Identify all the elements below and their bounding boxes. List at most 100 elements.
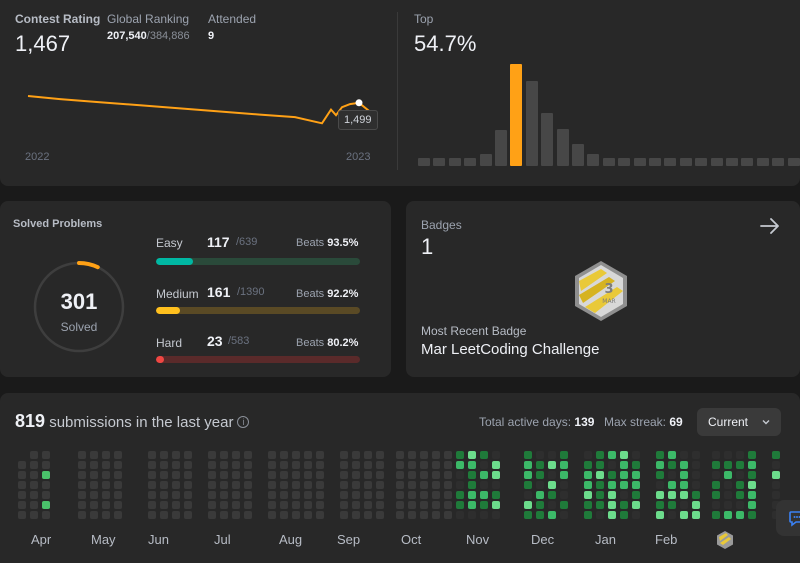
heatmap-cell[interactable] xyxy=(304,481,312,489)
heatmap-cell[interactable] xyxy=(18,491,26,499)
heatmap-cell[interactable] xyxy=(772,491,780,499)
heatmap-cell[interactable] xyxy=(90,491,98,499)
heatmap-cell[interactable] xyxy=(78,481,86,489)
heatmap-cell[interactable] xyxy=(444,501,452,509)
heatmap-cell[interactable] xyxy=(524,471,532,479)
heatmap-cell[interactable] xyxy=(78,501,86,509)
heatmap-cell[interactable] xyxy=(656,481,664,489)
heatmap-cell[interactable] xyxy=(42,471,50,479)
heatmap-cell[interactable] xyxy=(232,471,240,479)
heatmap-cell[interactable] xyxy=(114,501,122,509)
heatmap-cell[interactable] xyxy=(408,491,416,499)
heatmap-cell[interactable] xyxy=(608,511,616,519)
heatmap-cell[interactable] xyxy=(376,451,384,459)
heatmap-cell[interactable] xyxy=(680,451,688,459)
heatmap-cell[interactable] xyxy=(364,471,372,479)
heatmap-cell[interactable] xyxy=(692,451,700,459)
heatmap-cell[interactable] xyxy=(548,511,556,519)
heatmap-cell[interactable] xyxy=(608,451,616,459)
heatmap-cell[interactable] xyxy=(680,481,688,489)
heatmap-cell[interactable] xyxy=(408,481,416,489)
heatmap-cell[interactable] xyxy=(244,511,252,519)
heatmap-cell[interactable] xyxy=(432,481,440,489)
heatmap-cell[interactable] xyxy=(352,501,360,509)
heatmap-cell[interactable] xyxy=(148,491,156,499)
heatmap-cell[interactable] xyxy=(148,501,156,509)
heatmap-cell[interactable] xyxy=(668,491,676,499)
heatmap-cell[interactable] xyxy=(90,471,98,479)
heatmap-cell[interactable] xyxy=(268,501,276,509)
heatmap-cell[interactable] xyxy=(396,451,404,459)
heatmap-cell[interactable] xyxy=(444,471,452,479)
heatmap-cell[interactable] xyxy=(232,451,240,459)
heatmap-cell[interactable] xyxy=(376,461,384,469)
heatmap-cell[interactable] xyxy=(42,451,50,459)
heatmap-cell[interactable] xyxy=(524,481,532,489)
heatmap-cell[interactable] xyxy=(364,451,372,459)
heatmap-cell[interactable] xyxy=(304,511,312,519)
heatmap-cell[interactable] xyxy=(420,471,428,479)
heatmap-cell[interactable] xyxy=(364,461,372,469)
heatmap-cell[interactable] xyxy=(30,451,38,459)
heatmap-cell[interactable] xyxy=(184,511,192,519)
heatmap-cell[interactable] xyxy=(184,491,192,499)
heatmap-cell[interactable] xyxy=(30,471,38,479)
heatmap-cell[interactable] xyxy=(668,451,676,459)
heatmap-cell[interactable] xyxy=(42,491,50,499)
heatmap-cell[interactable] xyxy=(102,461,110,469)
heatmap-cell[interactable] xyxy=(632,471,640,479)
heatmap-cell[interactable] xyxy=(148,451,156,459)
heatmap-cell[interactable] xyxy=(584,491,592,499)
heatmap-cell[interactable] xyxy=(560,501,568,509)
heatmap-cell[interactable] xyxy=(536,481,544,489)
heatmap-cell[interactable] xyxy=(524,501,532,509)
heatmap-cell[interactable] xyxy=(456,451,464,459)
heatmap-cell[interactable] xyxy=(480,471,488,479)
heatmap-cell[interactable] xyxy=(208,461,216,469)
heatmap-cell[interactable] xyxy=(376,471,384,479)
heatmap-cell[interactable] xyxy=(620,461,628,469)
heatmap-cell[interactable] xyxy=(102,471,110,479)
heatmap-cell[interactable] xyxy=(736,451,744,459)
heatmap-cell[interactable] xyxy=(220,461,228,469)
heatmap-cell[interactable] xyxy=(268,471,276,479)
heatmap-cell[interactable] xyxy=(18,471,26,479)
heatmap-cell[interactable] xyxy=(340,471,348,479)
heatmap-cell[interactable] xyxy=(102,491,110,499)
heatmap-cell[interactable] xyxy=(340,491,348,499)
heatmap-cell[interactable] xyxy=(596,471,604,479)
heatmap-cell[interactable] xyxy=(536,511,544,519)
heatmap-cell[interactable] xyxy=(280,451,288,459)
heatmap-cell[interactable] xyxy=(30,491,38,499)
heatmap-cell[interactable] xyxy=(536,471,544,479)
heatmap-cell[interactable] xyxy=(444,461,452,469)
heatmap-cell[interactable] xyxy=(102,451,110,459)
heatmap-cell[interactable] xyxy=(292,451,300,459)
heatmap-cell[interactable] xyxy=(340,511,348,519)
heatmap-cell[interactable] xyxy=(772,471,780,479)
heatmap-cell[interactable] xyxy=(292,491,300,499)
heatmap-cell[interactable] xyxy=(220,481,228,489)
heatmap-cell[interactable] xyxy=(548,501,556,509)
heatmap-cell[interactable] xyxy=(102,511,110,519)
heatmap-cell[interactable] xyxy=(292,481,300,489)
heatmap-cell[interactable] xyxy=(160,451,168,459)
heatmap-cell[interactable] xyxy=(30,511,38,519)
heatmap-cell[interactable] xyxy=(268,481,276,489)
heatmap-cell[interactable] xyxy=(492,491,500,499)
heatmap-cell[interactable] xyxy=(692,511,700,519)
heatmap-cell[interactable] xyxy=(268,461,276,469)
heatmap-cell[interactable] xyxy=(560,481,568,489)
heatmap-cell[interactable] xyxy=(620,471,628,479)
heatmap-cell[interactable] xyxy=(584,481,592,489)
heatmap-cell[interactable] xyxy=(432,501,440,509)
heatmap-cell[interactable] xyxy=(608,471,616,479)
heatmap-cell[interactable] xyxy=(420,501,428,509)
heatmap-cell[interactable] xyxy=(396,511,404,519)
heatmap-cell[interactable] xyxy=(268,451,276,459)
heatmap-cell[interactable] xyxy=(352,481,360,489)
heatmap-cell[interactable] xyxy=(632,461,640,469)
heatmap-cell[interactable] xyxy=(748,491,756,499)
heatmap-cell[interactable] xyxy=(304,461,312,469)
heatmap-cell[interactable] xyxy=(148,511,156,519)
